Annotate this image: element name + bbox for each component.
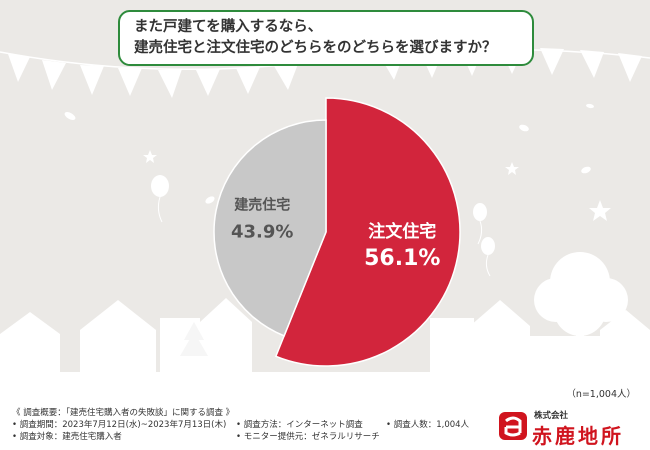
slice-value-ready-built: 43.9% [231,222,293,243]
sample-size-note: （n=1,004人） [566,389,636,400]
logo-company-type: 株式会社 [534,411,569,421]
survey-count: • 調査人数：1,004人 [386,420,470,430]
survey-provider: • モニター提供元：ゼネラルリサーチ [236,432,380,442]
chart-title-line-2: 建売住宅と注文住宅のどちらをのどちらを選びますか？ [134,40,497,56]
slice-label-ready-built: 建売住宅 [234,197,290,214]
chart-title-box: また戸建てを購入するなら、 建売住宅と注文住宅のどちらをのどちらを選びますか？ [118,10,534,66]
slice-label-custom-home: 注文住宅 [368,221,436,242]
pie-chart: 注文住宅 56.1% 建売住宅 43.9% [213,97,461,367]
pie-slice-ready-built [213,119,327,337]
logo-company-name: 赤鹿地所 [532,424,624,448]
chart-title-line-1: また戸建てを購入するなら、 [134,19,323,35]
survey-target: • 調査対象：建売住宅購入者 [12,432,122,442]
stars-decoration [64,103,611,221]
survey-overview: 《 調査概要：「建売住宅購入者の失敗談」に関する調査 》 [12,408,235,418]
survey-footer: 《 調査概要：「建売住宅購入者の失敗談」に関する調査 》 • 調査期間：2023… [0,400,650,450]
logo-mark-icon [499,412,527,440]
balloon-decoration [151,175,495,277]
chart-area: 注文住宅 56.1% 建売住宅 43.9% また戸建てを購入するなら、 建売住宅と注文… [0,0,650,400]
survey-period: • 調査期間：2023年7月12日(水)~2023年7月13日(木) [12,420,227,430]
pie-slice-custom-home [274,97,461,367]
small-trees-decoration [180,322,208,356]
survey-method: • 調査方法：インターネット調査 [236,420,363,430]
company-logo: 株式会社 赤鹿地所 [498,408,638,448]
houses-silhouette [0,298,650,400]
slice-value-custom-home: 56.1% [364,246,440,271]
